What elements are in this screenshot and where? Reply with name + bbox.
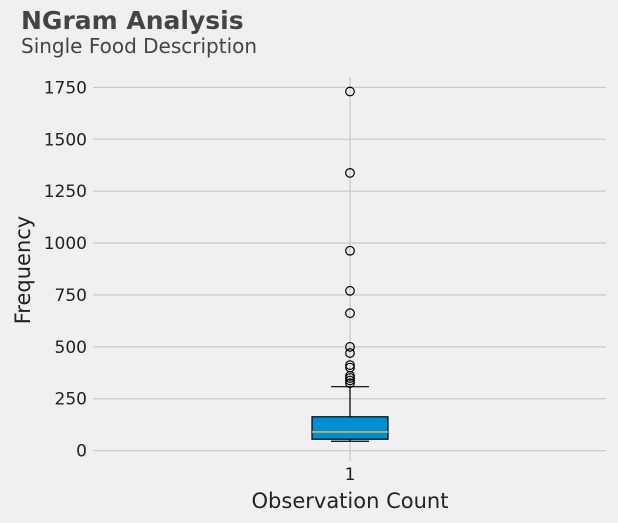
y-tick-label: 0	[76, 442, 87, 462]
outlier-point	[345, 348, 355, 358]
box-element	[311, 386, 389, 442]
outlier-point	[345, 285, 355, 296]
y-tick-label: 750	[55, 286, 87, 306]
y-tick-label: 1250	[44, 182, 87, 202]
x-axis-label: Observation Count	[252, 489, 449, 513]
y-tick-label: 1500	[44, 130, 87, 150]
outlier-point	[345, 360, 355, 371]
chart-subtitle: Single Food Description	[21, 34, 258, 58]
outlier-point	[345, 167, 355, 178]
chart-title: NGram Analysis	[21, 6, 244, 35]
iqr-box	[311, 416, 389, 440]
y-tick-label: 1000	[44, 234, 87, 254]
y-tick-label: 500	[55, 338, 87, 358]
outlier-points	[345, 86, 355, 389]
outlier-point	[345, 375, 355, 386]
outlier-point	[345, 362, 355, 373]
x-tick-label: 1	[345, 465, 356, 485]
y-tick-label: 250	[55, 390, 87, 410]
y-tick-label: 1750	[44, 78, 87, 98]
outlier-point	[345, 341, 355, 352]
y-axis-label: Frequency	[11, 216, 35, 325]
outlier-point	[345, 378, 355, 389]
outlier-point	[345, 245, 355, 256]
y-tick-labels: 0 250 500 750 1000 1250 1500 1750	[44, 78, 87, 461]
outlier-point	[345, 86, 355, 97]
outlier-point	[345, 308, 355, 319]
